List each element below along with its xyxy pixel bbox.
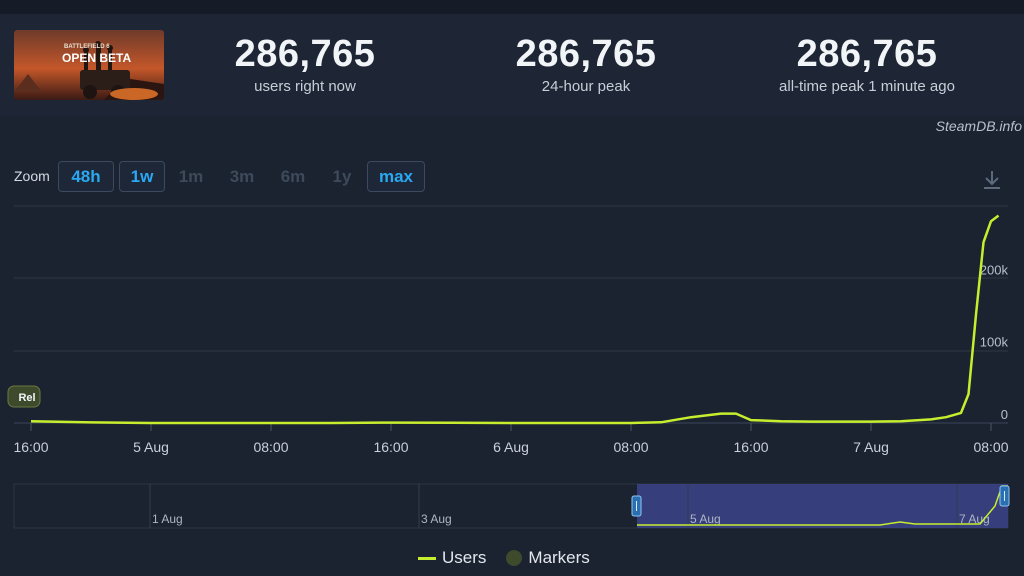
top-strip: [0, 0, 1024, 14]
game-banner-image[interactable]: BATTLEFIELD 6 OPEN BETA: [14, 30, 164, 100]
legend-markers-label: Markers: [528, 548, 590, 567]
peak-24h-label: 24-hour peak: [541, 78, 631, 95]
alltime-peak-value: 286,765: [796, 33, 938, 75]
stat-alltime-peak: 286,765 all-time peak 1 minute ago: [737, 32, 997, 95]
alltime-peak-label: all-time peak 1 minute ago: [779, 78, 955, 95]
steamdb-credit[interactable]: SteamDB.info: [935, 118, 1022, 134]
legend-users-line-icon: [418, 556, 436, 560]
banner-subtitle: BATTLEFIELD 6: [64, 44, 110, 50]
zoom-1w-button[interactable]: 1w: [119, 161, 165, 192]
legend-users[interactable]: Users: [418, 548, 486, 568]
legend-users-label: Users: [442, 548, 487, 567]
zoom-max-button[interactable]: max: [367, 161, 425, 192]
peak-24h-value: 286,765: [515, 33, 657, 75]
zoom-6m-button[interactable]: 6m: [280, 166, 306, 186]
download-icon[interactable]: [980, 168, 1004, 192]
stats-header: BATTLEFIELD 6 OPEN BETA 286,765 users ri…: [0, 14, 1024, 116]
legend: Users Markers: [418, 548, 610, 568]
users-now-value: 286,765: [234, 33, 376, 75]
stat-24h-peak: 286,765 24-hour peak: [456, 32, 716, 95]
banner-title: OPEN BETA: [62, 51, 131, 65]
legend-markers-dot-icon: [506, 550, 523, 566]
zoom-3m-button[interactable]: 3m: [229, 166, 255, 186]
zoom-1m-button[interactable]: 1m: [178, 166, 204, 186]
users-now-label: users right now: [254, 78, 356, 95]
zoom-48h-button[interactable]: 48h: [58, 161, 114, 192]
zoom-label: Zoom: [14, 168, 50, 184]
chart-panel: [0, 140, 1024, 576]
zoom-1y-button[interactable]: 1y: [332, 166, 352, 186]
legend-markers[interactable]: Markers: [506, 548, 590, 568]
stat-users-now: 286,765 users right now: [175, 32, 435, 95]
